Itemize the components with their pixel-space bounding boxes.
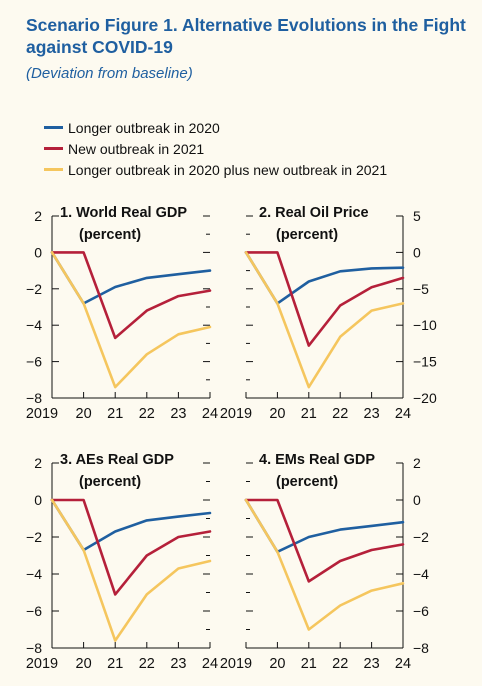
y-tick-label: −10 [413, 317, 437, 333]
x-tick-label: 21 [107, 406, 123, 422]
y-tick-label: −20 [413, 390, 437, 406]
legend-label: Longer outbreak in 2020 [68, 119, 220, 136]
y-tick-label: 0 [34, 492, 42, 508]
y-tick-label: −6 [413, 603, 429, 619]
y-tick-label: −2 [26, 529, 42, 545]
series-line-1 [50, 498, 212, 552]
y-tick-label: 0 [413, 244, 421, 260]
y-tick-label: −8 [26, 640, 42, 656]
y-tick-label: −4 [413, 566, 429, 582]
x-tick-label: 2019 [26, 656, 58, 672]
x-tick-label: 24 [202, 656, 218, 672]
figure-title: Scenario Figure 1. Alternative Evolution… [26, 15, 466, 57]
series-line-3 [244, 498, 405, 631]
series-line-3 [50, 251, 212, 389]
x-tick-label: 23 [364, 656, 380, 672]
legend-swatch-red [44, 147, 63, 150]
panel-subtitle: (percent) [276, 227, 338, 243]
legend-item-longer-outbreak: Longer outbreak in 2020 [44, 117, 387, 138]
y-tick-label: −8 [413, 640, 429, 656]
series-line-2 [50, 251, 212, 340]
panel-title: 4. EMs Real GDP [259, 452, 375, 468]
x-tick-label: 23 [170, 656, 186, 672]
x-tick-label: 21 [301, 406, 317, 422]
panel-subtitle: (percent) [79, 474, 141, 490]
series-line-1 [244, 498, 405, 554]
y-tick-label: 5 [413, 208, 421, 224]
x-tick-label: 23 [170, 406, 186, 422]
panel-title: 3. AEs Real GDP [60, 452, 174, 468]
y-tick-label: 2 [34, 455, 42, 471]
series-line-3 [244, 251, 405, 389]
x-tick-label: 23 [364, 406, 380, 422]
x-tick-label: 24 [395, 406, 411, 422]
x-tick-label: 22 [332, 656, 348, 672]
x-tick-label: 22 [139, 406, 155, 422]
x-tick-label: 21 [107, 656, 123, 672]
legend-label: Longer outbreak in 2020 plus new outbrea… [68, 161, 388, 178]
x-tick-label: 2019 [220, 656, 252, 672]
x-tick-label: 20 [76, 406, 92, 422]
series-line-2 [244, 498, 405, 583]
y-tick-label: 2 [413, 455, 421, 471]
legend-swatch-blue [44, 126, 63, 129]
x-tick-label: 24 [395, 656, 411, 672]
x-tick-label: 2019 [220, 406, 252, 422]
legend: Longer outbreak in 2020 New outbreak in … [44, 117, 387, 180]
series-line-2 [244, 251, 405, 347]
legend-label: New outbreak in 2021 [68, 140, 205, 157]
y-tick-label: 2 [34, 208, 42, 224]
panel-subtitle: (percent) [276, 474, 338, 490]
y-tick-label: −15 [413, 354, 437, 370]
x-tick-label: 21 [301, 656, 317, 672]
legend-item-new-outbreak: New outbreak in 2021 [44, 138, 387, 159]
x-tick-label: 20 [269, 656, 285, 672]
figure-subtitle: (Deviation from baseline) [26, 65, 193, 82]
panel-title: 1. World Real GDP [60, 205, 187, 221]
y-tick-label: −4 [26, 317, 42, 333]
y-tick-label: −2 [413, 529, 429, 545]
x-tick-label: 20 [269, 406, 285, 422]
x-tick-label: 20 [76, 656, 92, 672]
x-tick-label: 22 [332, 406, 348, 422]
series-line-2 [50, 498, 212, 596]
panel-title: 2. Real Oil Price [259, 205, 369, 221]
y-tick-label: −2 [26, 281, 42, 297]
y-tick-label: −6 [26, 603, 42, 619]
y-tick-label: −8 [26, 390, 42, 406]
y-tick-label: 0 [413, 492, 421, 508]
y-tick-label: −6 [26, 354, 42, 370]
x-tick-label: 24 [202, 406, 218, 422]
y-tick-label: 0 [34, 244, 42, 260]
y-tick-label: −5 [413, 281, 429, 297]
legend-swatch-yellow [44, 168, 63, 171]
series-line-3 [50, 498, 212, 642]
x-tick-label: 2019 [26, 406, 58, 422]
series-line-1 [244, 251, 405, 305]
panel-subtitle: (percent) [79, 227, 141, 243]
x-tick-label: 22 [139, 656, 155, 672]
legend-item-combined-outbreak: Longer outbreak in 2020 plus new outbrea… [44, 159, 387, 180]
y-tick-label: −4 [26, 566, 42, 582]
